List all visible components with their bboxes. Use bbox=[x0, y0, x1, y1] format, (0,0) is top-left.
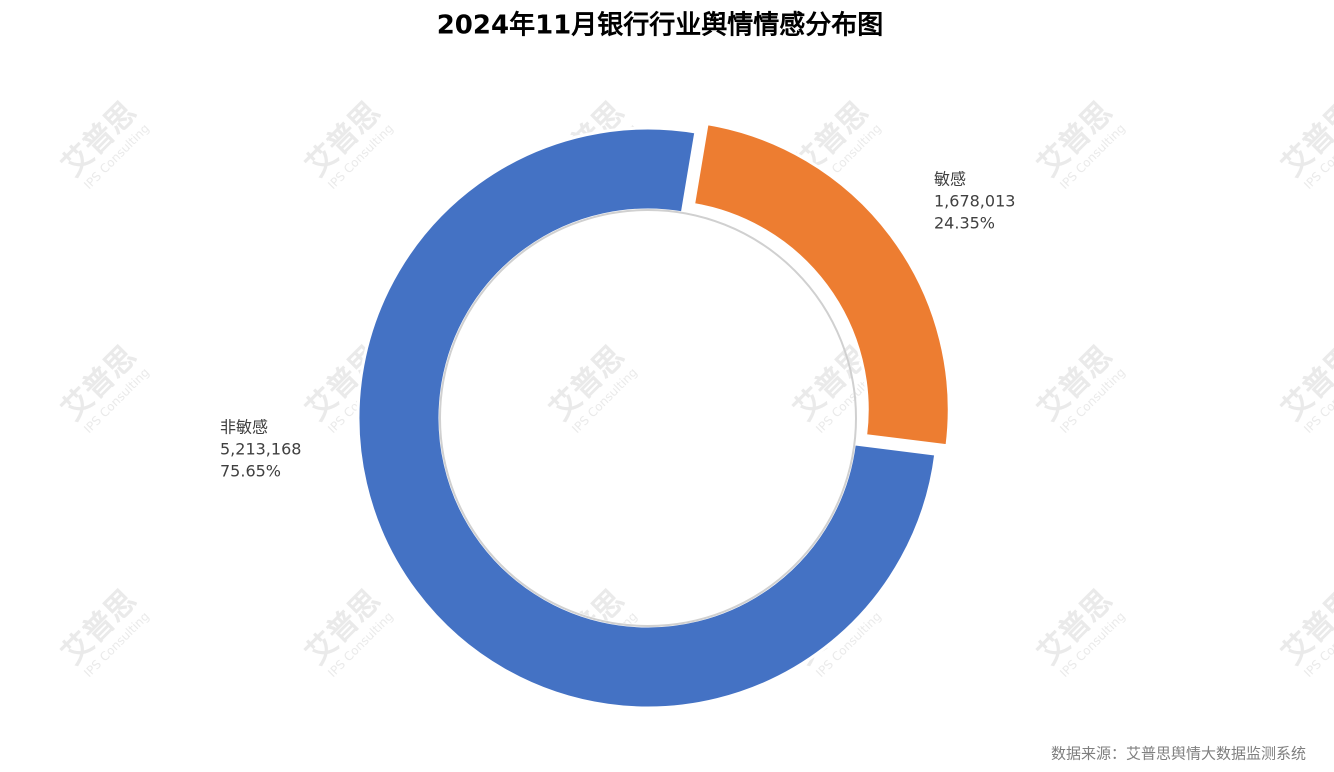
donut-slice bbox=[691, 121, 951, 448]
source: 数据来源：艾普思舆情大数据监测系统 bbox=[1051, 745, 1306, 763]
plot: 敏感 1,678,013 24.35% 非敏感 5,213,168 75.65% bbox=[220, 121, 1015, 710]
value-label: 5,213,168 bbox=[220, 440, 301, 459]
inner-ring bbox=[439, 209, 857, 627]
chart-title: 2024年11月银行行业舆情情感分布图 bbox=[437, 10, 884, 41]
category-label: 敏感 bbox=[934, 170, 966, 189]
value-label: 1,678,013 bbox=[934, 192, 1015, 211]
percentage-label: 24.35% bbox=[934, 214, 995, 233]
percentage-label: 75.65% bbox=[220, 462, 281, 481]
category-label: 非敏感 bbox=[220, 418, 268, 437]
